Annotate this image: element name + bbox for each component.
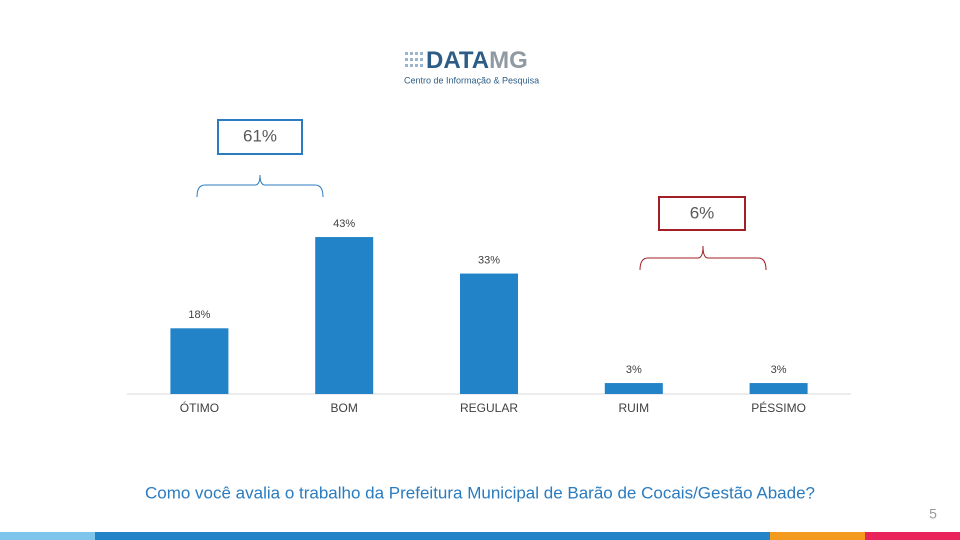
logo-brand: MG <box>489 47 528 74</box>
data-label: 43% <box>333 218 355 230</box>
x-tick-label: PÉSSIMO <box>751 400 806 415</box>
annotation: 61% <box>243 126 277 145</box>
annotation-box <box>217 119 303 155</box>
logo-text: DATAMG <box>426 47 528 74</box>
logo-tagline: Centro de Informação & Pesquisa <box>404 75 539 85</box>
data-label: 18% <box>188 309 210 321</box>
bar <box>749 383 808 394</box>
data-label: 3% <box>626 364 642 376</box>
logo-icon <box>405 52 423 67</box>
x-tick-label: REGULAR <box>460 401 518 415</box>
bracket <box>196 174 324 198</box>
data-label: 3% <box>771 364 787 376</box>
footer-stripe <box>770 532 865 540</box>
bar <box>460 273 518 394</box>
bar <box>315 237 374 394</box>
annotation-box <box>658 196 746 231</box>
x-tick-label: ÓTIMO <box>180 400 219 415</box>
data-label: 33% <box>478 254 500 266</box>
footer-stripe <box>865 532 960 540</box>
page-number: 5 <box>929 506 937 522</box>
footer-stripe <box>95 532 770 540</box>
bar <box>604 383 663 394</box>
footer-stripe <box>0 532 95 540</box>
x-tick-label: RUIM <box>618 401 649 415</box>
x-tick-label: BOM <box>331 401 358 415</box>
bracket <box>639 245 767 271</box>
caption: Como você avalia o trabalho da Prefeitur… <box>145 483 815 502</box>
bar <box>170 328 229 394</box>
annotation: 6% <box>690 203 715 222</box>
logo-brand: DATA <box>426 47 489 74</box>
